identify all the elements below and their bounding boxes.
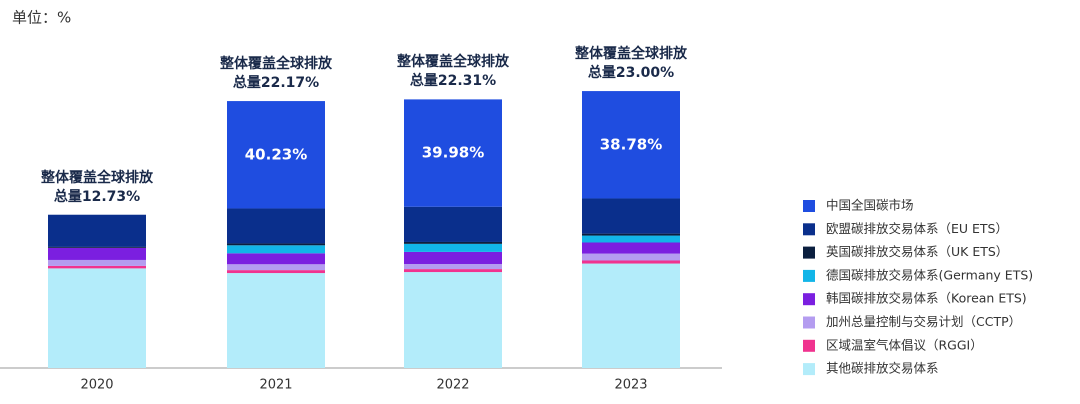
legend-label: 韩国碳排放交易体系（Korean ETS) bbox=[826, 291, 1027, 306]
bar-segment bbox=[404, 206, 502, 242]
bar-segment bbox=[582, 263, 680, 368]
x-tick-label: 2022 bbox=[436, 378, 469, 393]
legend-label: 其他碳排放交易体系 bbox=[826, 361, 939, 376]
bar-segment bbox=[227, 264, 325, 271]
legend-label: 德国碳排放交易体系(Germany ETS) bbox=[826, 267, 1033, 282]
total-label: 整体覆盖全球排放总量23.00% bbox=[575, 46, 687, 82]
bar-segment bbox=[48, 265, 146, 269]
value-label: 38.78% bbox=[600, 135, 662, 153]
bar-segment bbox=[404, 243, 502, 252]
bar-segment bbox=[227, 245, 325, 254]
legend-label: 加州总量控制与交易计划（CCTP） bbox=[826, 314, 1021, 329]
bar-segment bbox=[582, 91, 680, 199]
bar-segment bbox=[227, 101, 325, 209]
unit-label: 单位：% bbox=[12, 9, 71, 27]
total-label: 整体覆盖全球排放总量22.17% bbox=[220, 56, 332, 92]
legend-swatch bbox=[803, 200, 815, 212]
total-label: 整体覆盖全球排放总量12.73% bbox=[41, 169, 153, 205]
bar-segment bbox=[404, 99, 502, 207]
bar-segment bbox=[404, 251, 502, 264]
bar-segment bbox=[404, 269, 502, 273]
bar-segment bbox=[582, 233, 680, 236]
bar-segment bbox=[227, 243, 325, 246]
x-tick-label: 2020 bbox=[80, 378, 113, 393]
bar-segment bbox=[227, 208, 325, 244]
bar-segment bbox=[227, 273, 325, 368]
bar-segment bbox=[48, 259, 146, 266]
bar-segment bbox=[582, 198, 680, 234]
legend-swatch bbox=[803, 293, 815, 306]
legend-label: 欧盟碳排放交易体系（EU ETS） bbox=[826, 221, 1008, 236]
legend-swatch bbox=[803, 269, 815, 282]
bar-segment bbox=[582, 253, 680, 261]
value-label: 40.23% bbox=[245, 145, 307, 163]
legend-label: 区域温室气体倡议（RGGI） bbox=[826, 337, 983, 352]
legend-label: 英国碳排放交易体系（UK ETS） bbox=[826, 244, 1008, 259]
bar-segment bbox=[404, 272, 502, 368]
value-label: 39.98% bbox=[422, 144, 484, 162]
bar-segment bbox=[48, 268, 146, 368]
bar-segment bbox=[227, 270, 325, 274]
legend-label: 中国全国碳市场 bbox=[826, 198, 914, 213]
bar-segment bbox=[404, 241, 502, 244]
legend-swatch bbox=[803, 246, 815, 259]
x-tick-label: 2021 bbox=[259, 378, 292, 393]
legend-swatch bbox=[803, 363, 815, 376]
bar-segment bbox=[48, 214, 146, 247]
total-label: 整体覆盖全球排放总量22.31% bbox=[397, 54, 509, 90]
bar-segment bbox=[404, 263, 502, 270]
bar-segment bbox=[48, 247, 146, 260]
legend-swatch bbox=[803, 339, 815, 352]
bar-segment bbox=[582, 235, 680, 243]
bar-segment bbox=[48, 246, 146, 248]
x-tick-label: 2023 bbox=[614, 378, 647, 393]
bar-segment bbox=[227, 253, 325, 265]
legend-swatch bbox=[803, 316, 815, 329]
bar-segment bbox=[582, 242, 680, 254]
legend-swatch bbox=[803, 223, 815, 236]
bar-segment bbox=[582, 260, 680, 264]
